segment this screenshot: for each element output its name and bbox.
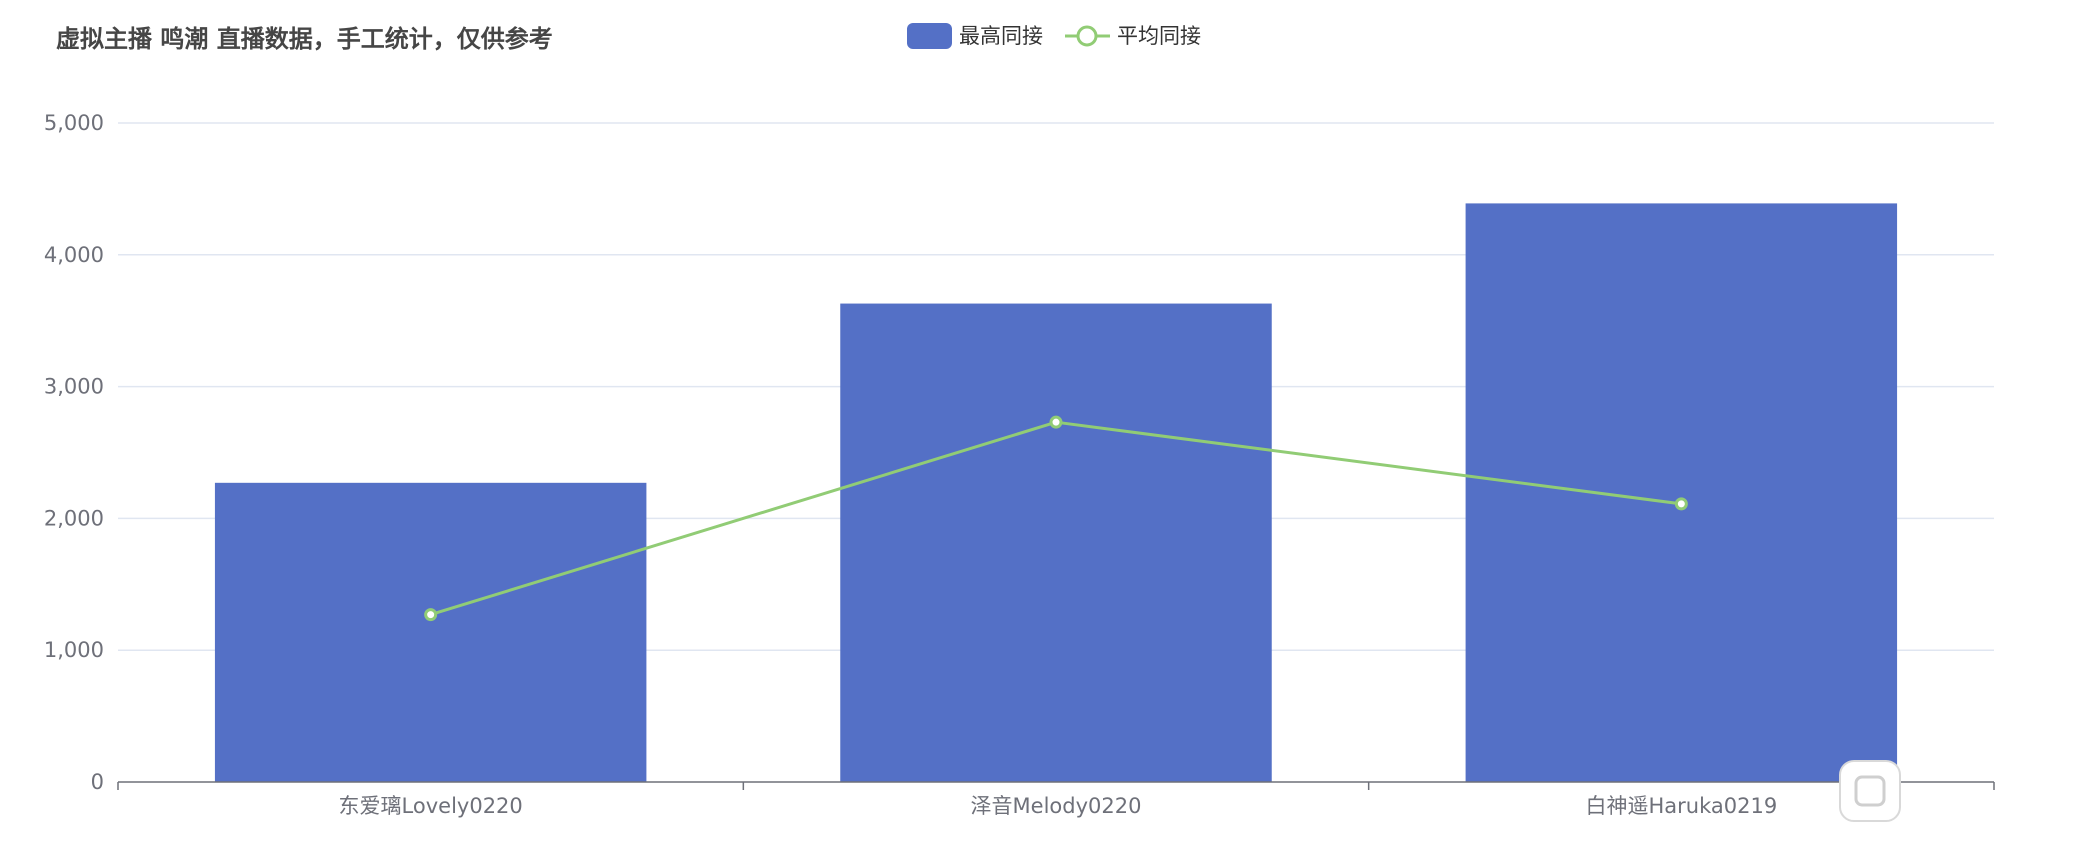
- watermark-logo-inner: [1854, 775, 1886, 807]
- bar-max-concurrent: [840, 303, 1272, 782]
- y-tick-label: 1,000: [44, 638, 104, 662]
- average-point: [424, 608, 438, 622]
- legend-swatch-bar: [907, 23, 952, 49]
- average-line-series: [424, 415, 1688, 622]
- bar-max-concurrent: [1465, 203, 1898, 782]
- chart-title: 虚拟主播 鸣潮 直播数据，手工统计，仅供参考: [56, 25, 553, 53]
- axes: 0 1,000 2,000 3,000 4,000 5,000 东爱璃Lovely0220 泽…: [44, 111, 1995, 818]
- x-tick-label: 东爱璃Lovely0220: [339, 794, 523, 818]
- y-tick-label: 0: [91, 770, 104, 794]
- bars: [214, 203, 1898, 782]
- bar-max-concurrent: [214, 482, 647, 782]
- legend-swatch-marker: [1076, 25, 1098, 47]
- legend-label-max: 最高同接: [959, 24, 1043, 48]
- x-tick-label: 白神遥Haruka0219: [1585, 794, 1777, 818]
- watermark-logo-icon: [1839, 760, 1901, 822]
- average-point: [1049, 415, 1063, 429]
- legend-label-avg: 平均同接: [1117, 24, 1201, 48]
- watermark-logo: [1839, 760, 1901, 822]
- legend[interactable]: 最高同接 平均同接: [907, 23, 1201, 49]
- y-tick-label: 4,000: [44, 243, 104, 267]
- y-tick-label: 5,000: [44, 111, 104, 135]
- average-point: [1674, 497, 1688, 511]
- legend-item-max[interactable]: 最高同接: [907, 23, 1043, 49]
- y-tick-label: 2,000: [44, 506, 104, 530]
- y-tick-label: 3,000: [44, 375, 104, 399]
- legend-item-avg[interactable]: 平均同接: [1065, 24, 1201, 48]
- x-tick-label: 泽音Melody0220: [971, 794, 1142, 818]
